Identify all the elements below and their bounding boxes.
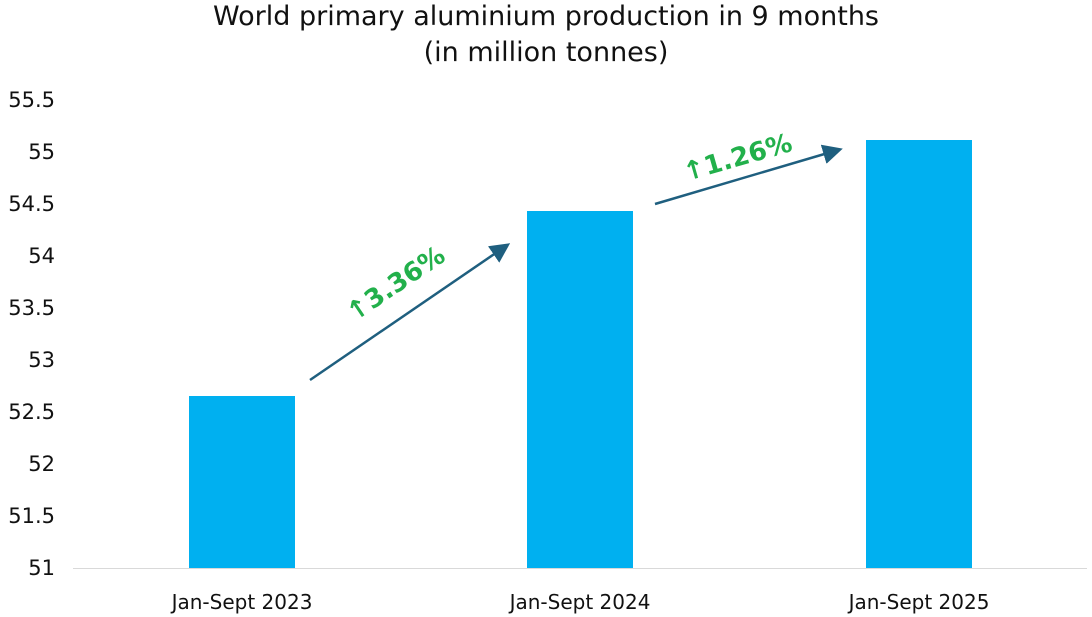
growth-arrow-icon	[654, 144, 843, 206]
x-tick-label: Jan-Sept 2024	[509, 590, 651, 614]
x-tick-label: Jan-Sept 2025	[848, 590, 990, 614]
x-axis-line	[73, 568, 1087, 569]
y-tick: 54	[28, 244, 55, 268]
y-tick: 53.5	[8, 296, 55, 320]
chart-subtitle: (in million tonnes)	[423, 37, 669, 68]
y-tick: 55	[28, 140, 55, 164]
chart-title: World primary aluminium production in 9 …	[213, 1, 879, 32]
growth-arrow-icon	[309, 243, 511, 382]
y-tick: 55.5	[8, 88, 55, 112]
y-tick: 52	[28, 452, 55, 476]
y-tick: 54.5	[8, 192, 55, 216]
y-tick: 52.5	[8, 400, 55, 424]
bar	[866, 139, 972, 568]
bar	[527, 211, 633, 568]
x-tick-label: Jan-Sept 2023	[171, 590, 313, 614]
y-tick: 53	[28, 348, 55, 372]
y-tick: 51.5	[8, 504, 55, 528]
y-tick: 51	[28, 556, 55, 580]
bar	[189, 396, 295, 568]
